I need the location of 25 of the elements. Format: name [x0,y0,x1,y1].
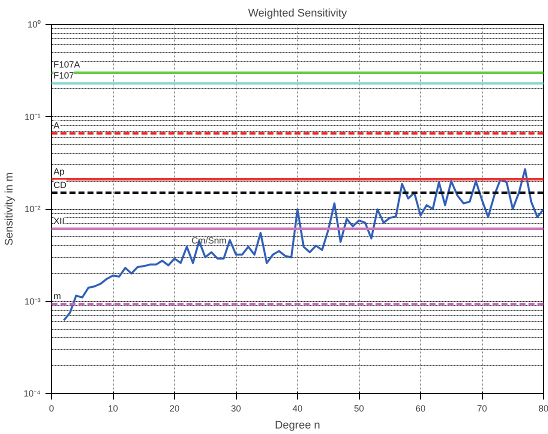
y-tick-label: 10⁻¹ [24,112,41,122]
chart-title: Weighted Sensitivity [248,8,348,20]
x-tick-label: 50 [354,404,364,414]
ref-line-label: CD [54,180,67,190]
ref-line-label: F107 [54,70,74,80]
x-tick-label: 70 [476,404,488,414]
ref-line-label: m [54,291,61,302]
x-tick-label: 80 [538,404,548,414]
x-tick-label: 30 [230,404,242,414]
y-tick-label: 10⁻² [24,204,41,214]
ref-line-label: F107A [54,60,80,70]
ref-line-label: A [54,120,60,130]
x-axis-title: Degree n [274,420,320,432]
x-tick-label: 0 [48,404,54,414]
x-tick-label: 20 [169,404,180,414]
y-axis-title: Sensitivity in m [4,172,16,246]
y-tick-label: 10⁻³ [24,296,41,306]
ref-line-label: XII [54,216,65,226]
annotation: Cm/Snm [192,236,227,246]
y-tick-label: 10⁻⁴ [24,388,41,398]
x-tick-label: 40 [292,404,303,414]
x-tick-label: 10 [108,404,118,414]
ref-line-label: Ap [54,166,65,176]
x-tick-label: 60 [415,404,426,414]
y-tick-label: 10⁰ [27,20,41,30]
